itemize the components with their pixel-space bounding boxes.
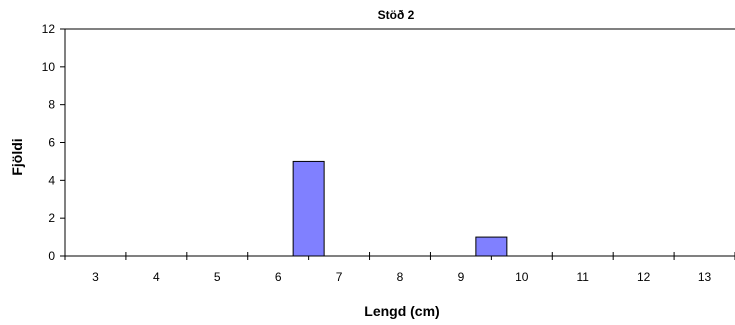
x-tick-label: 3 bbox=[92, 270, 99, 284]
bar bbox=[475, 236, 508, 257]
y-tick-label: 10 bbox=[42, 60, 56, 74]
bars bbox=[292, 160, 508, 257]
x-tick-label: 8 bbox=[397, 270, 404, 284]
x-tick-label: 7 bbox=[336, 270, 343, 284]
y-axis: 0 2 4 6 8 10 12 bbox=[42, 22, 65, 263]
y-tick-label: 6 bbox=[48, 136, 55, 150]
bar bbox=[292, 160, 325, 257]
x-tick-label: 12 bbox=[637, 270, 651, 284]
x-tick-label: 5 bbox=[214, 270, 221, 284]
y-tick-label: 0 bbox=[48, 249, 55, 263]
x-tick-label: 13 bbox=[698, 270, 712, 284]
x-tick-label: 4 bbox=[153, 270, 160, 284]
y-tick-label: 2 bbox=[48, 211, 55, 225]
x-tick-label: 9 bbox=[458, 270, 465, 284]
x-tick-label: 11 bbox=[576, 270, 589, 284]
chart-title: Stöð 2 bbox=[378, 8, 415, 22]
x-axis: 3 4 5 6 7 8 9 10 11 12 13 bbox=[64, 252, 735, 284]
y-tick-label: 12 bbox=[42, 22, 56, 36]
y-tick-label: 4 bbox=[48, 173, 55, 187]
x-tick-label: 6 bbox=[275, 270, 282, 284]
y-axis-label: Fjöldi bbox=[9, 138, 25, 175]
plot-area bbox=[64, 28, 735, 257]
y-tick-label: 8 bbox=[48, 98, 55, 112]
x-axis-label: Lengd (cm) bbox=[364, 303, 439, 319]
x-tick-label: 10 bbox=[515, 270, 529, 284]
